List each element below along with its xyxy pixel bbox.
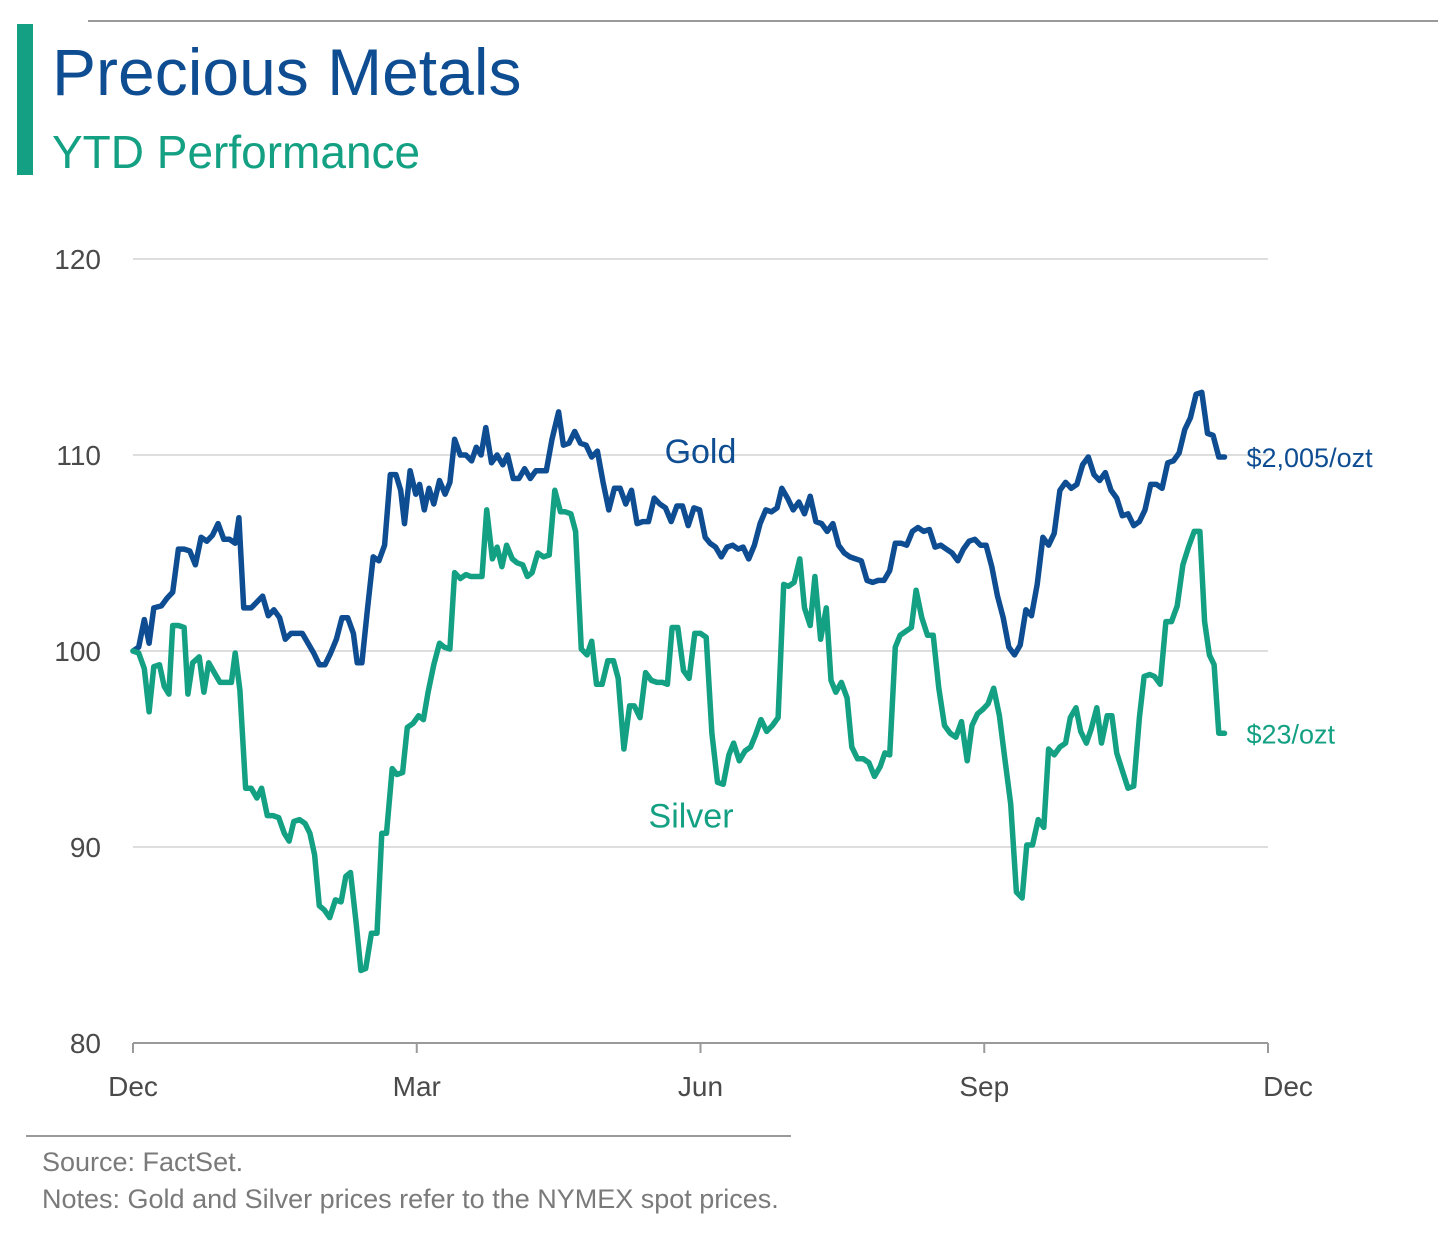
y-tick-label: 80 [70, 1028, 101, 1059]
y-tick-label: 90 [70, 832, 101, 863]
chart-title: Precious Metals [52, 35, 522, 109]
footer-rule [26, 1135, 791, 1137]
series-labels: $2,005/ozt $23/ozt Gold Silver [649, 433, 1374, 836]
top-rule [88, 20, 1438, 22]
axes: 80 90 100 110 120 Dec Mar Jun Sep Dec [54, 244, 1313, 1102]
series-line-silver [130, 487, 1228, 974]
x-tick-label: Mar [393, 1071, 441, 1102]
series-line-gold [130, 389, 1228, 668]
footnote: Notes: Gold and Silver prices refer to t… [42, 1184, 779, 1214]
title-accent-bar [17, 24, 33, 175]
gridlines [133, 258, 1268, 848]
x-tick-label: Dec [1263, 1071, 1313, 1102]
x-tick-label: Dec [108, 1071, 158, 1102]
series-name-label-gold: Gold [665, 433, 737, 471]
y-tick-label: 120 [54, 244, 101, 275]
chart-subtitle: YTD Performance [52, 126, 421, 178]
x-tick-label: Jun [678, 1071, 723, 1102]
source-note: Source: FactSet. [42, 1147, 244, 1177]
series-name-label-silver: Silver [649, 797, 734, 835]
end-value-label-gold: $2,005/ozt [1246, 443, 1373, 473]
y-tick-label: 110 [56, 440, 101, 471]
x-tick-label: Sep [959, 1071, 1009, 1102]
series-lines [130, 389, 1228, 974]
end-value-label-silver: $23/ozt [1246, 719, 1335, 749]
y-tick-label: 100 [54, 636, 101, 667]
